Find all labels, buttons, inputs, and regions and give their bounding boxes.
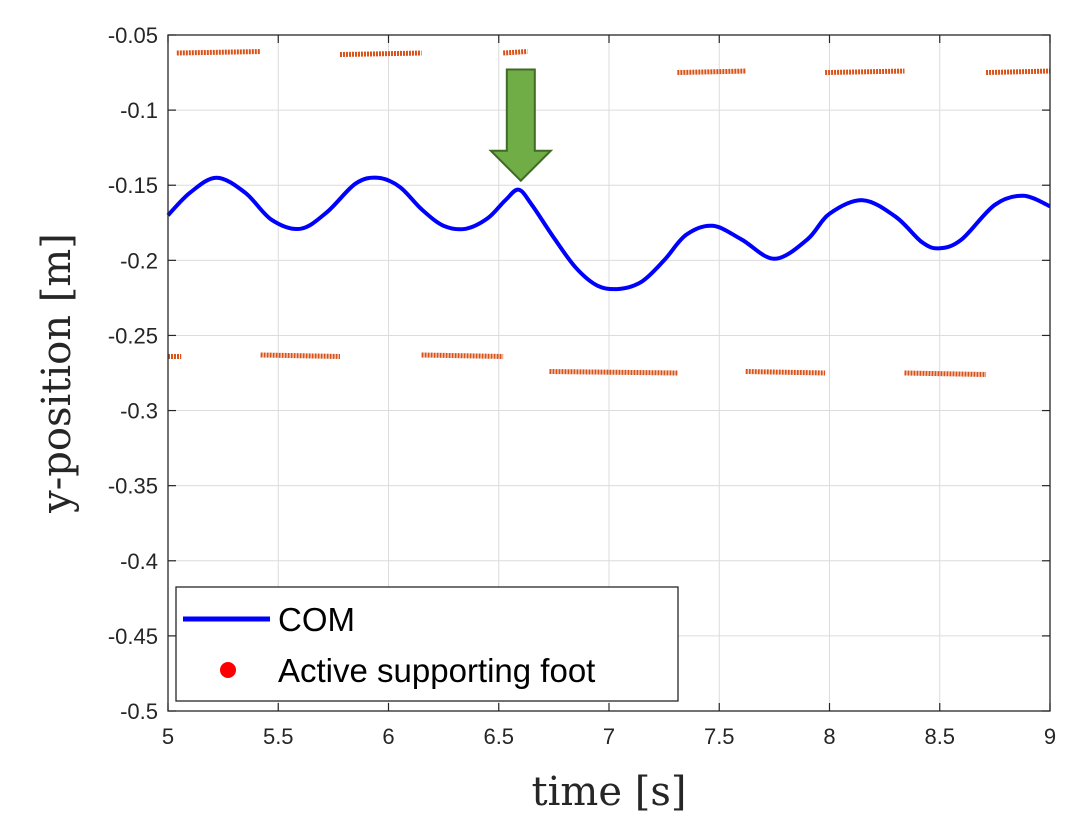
legend-box	[175, 586, 679, 702]
x-axis-label: time [s]	[532, 769, 687, 815]
x-tick-labels: 5 5.5 6 6.5 7 7.5 8 8.5 9	[162, 724, 1056, 749]
x-tick-label: 6.5	[483, 724, 514, 749]
legend-com-label: COM	[278, 601, 355, 638]
foot-series	[168, 49, 1051, 378]
y-tick-label: -0.5	[120, 699, 158, 724]
legend-foot-swatch	[220, 662, 236, 678]
legend-foot-label: Active supporting foot	[278, 652, 595, 689]
y-tick-label: -0.15	[108, 173, 158, 198]
y-tick-label: -0.35	[108, 474, 158, 499]
foot-segment	[985, 68, 1051, 76]
foot-segment	[176, 49, 261, 56]
foot-segment	[421, 352, 504, 359]
x-tick-label: 5.5	[263, 724, 294, 749]
foot-segment	[677, 68, 746, 76]
arrow-annotation	[488, 68, 554, 183]
ticks	[167, 34, 1051, 712]
foot-segment	[904, 370, 987, 378]
x-tick-label: 5	[162, 724, 174, 749]
foot-segment	[339, 50, 422, 58]
foot-segment	[549, 368, 678, 376]
y-tick-label: -0.1	[120, 98, 158, 123]
y-tick-label: -0.4	[120, 549, 158, 574]
foot-segment	[260, 352, 341, 359]
y-tick-labels: -0.05 -0.1 -0.15 -0.2 -0.25 -0.3 -0.35 -0.4 -0.4…	[108, 23, 158, 724]
legend: COM Active supporting foot	[175, 586, 679, 702]
x-tick-label: 7	[603, 724, 615, 749]
com-line	[166, 175, 1051, 292]
x-tick-label: 8	[823, 724, 835, 749]
foot-segment	[503, 49, 528, 56]
y-tick-label: -0.25	[108, 323, 158, 348]
y-tick-label: -0.3	[120, 399, 158, 424]
x-tick-label: 7.5	[704, 724, 735, 749]
x-tick-label: 9	[1044, 724, 1056, 749]
foot-segment	[825, 68, 905, 76]
y-tick-label: -0.05	[108, 23, 158, 48]
x-tick-label: 6	[382, 724, 394, 749]
y-tick-label: -0.2	[120, 248, 158, 273]
com-series	[166, 175, 1051, 292]
x-tick-label: 8.5	[924, 724, 955, 749]
foot-segment	[745, 368, 826, 376]
y-tick-label: -0.45	[108, 624, 158, 649]
down-arrow	[488, 68, 554, 183]
y-axis-label: y-position [m]	[34, 233, 80, 514]
